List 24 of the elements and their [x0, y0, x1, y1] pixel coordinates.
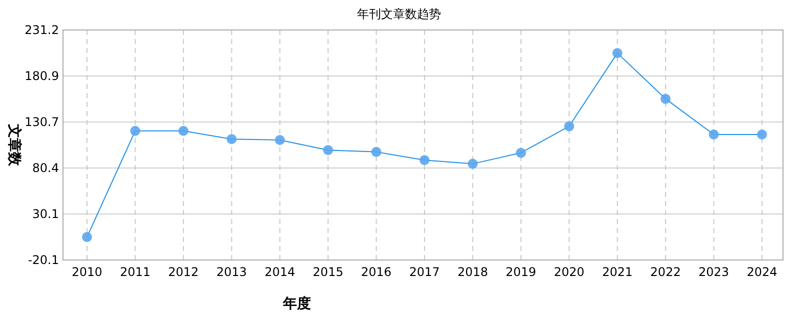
x-tick-label: 2020 [554, 265, 584, 279]
y-tick-label: 180.9 [24, 69, 59, 84]
x-tick-label: 2015 [312, 265, 344, 279]
x-tick-label: 2024 [746, 265, 778, 279]
x-tick-label: 2018 [457, 265, 488, 279]
x-tick-label: 2021 [602, 265, 633, 279]
x-tick-label: 2011 [120, 265, 150, 279]
x-tick-label: 2012 [168, 265, 199, 279]
y-tick-label: 231.2 [24, 23, 59, 37]
y-axis-title: 文章数 [6, 123, 23, 167]
y-tick-label: 80.4 [32, 161, 59, 176]
x-tick-label: 2010 [72, 265, 102, 279]
x-tick-label: 2016 [361, 265, 392, 279]
x-tick-label: 2019 [506, 265, 536, 279]
x-tick-label: 2023 [698, 265, 730, 279]
x-axis-title: 年度 [282, 295, 311, 312]
y-tick-label: -20.1 [28, 253, 59, 267]
x-tick-label: 2017 [409, 265, 440, 279]
y-tick-label: 130.7 [24, 114, 59, 129]
chart-title: 年刊文章数趋势 [357, 7, 441, 21]
x-tick-label: 2022 [650, 265, 681, 279]
x-tick-label: 2013 [216, 265, 247, 279]
x-tick-label: 2014 [264, 265, 296, 279]
y-tick-label: 30.1 [32, 207, 59, 222]
